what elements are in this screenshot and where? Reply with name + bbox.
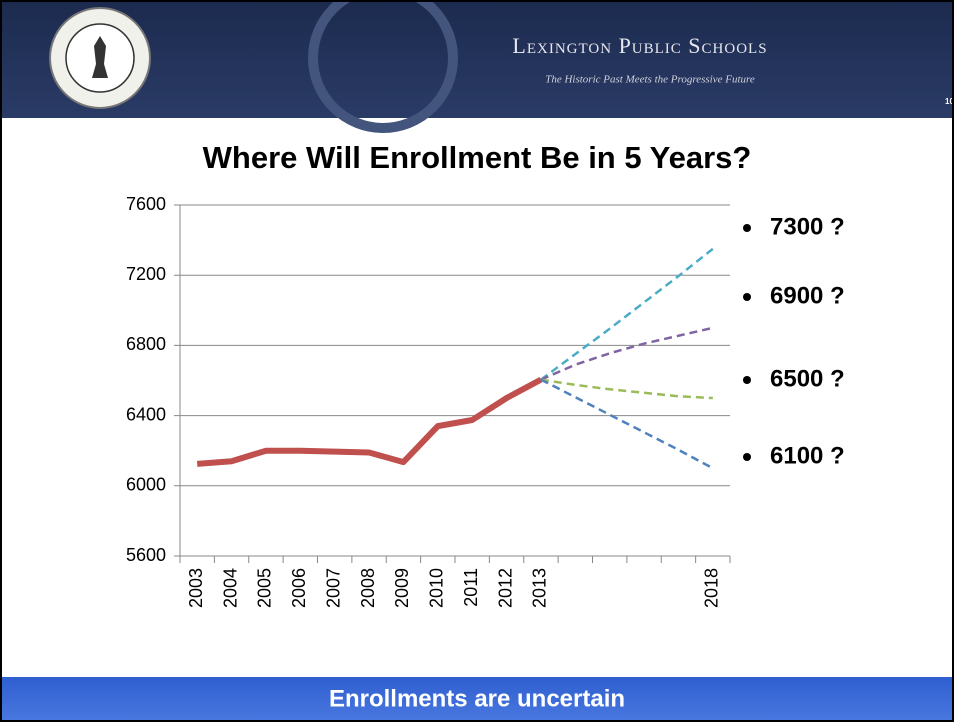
bullet-text: 7300 ? (770, 213, 845, 240)
logo (49, 7, 151, 109)
y-tick-label: 6000 (126, 475, 166, 495)
y-tick-label: 5600 (126, 545, 166, 565)
x-tick-label: 2013 (530, 568, 550, 608)
bullet-dot (743, 224, 751, 232)
series-line (540, 378, 713, 400)
bullet-dot (743, 376, 751, 384)
series-line (196, 376, 543, 467)
bullet-text: 6900 ? (770, 282, 845, 309)
bullet-dot (743, 293, 751, 301)
y-tick-label: 7600 (126, 194, 166, 214)
footer-band (0, 677, 954, 722)
series-line (540, 378, 714, 470)
x-tick-label: 2010 (427, 568, 447, 608)
bullet-text: 6500 ? (770, 365, 845, 392)
x-tick-label: 2003 (186, 568, 206, 608)
header-subtitle: The Historic Past Meets the Progressive … (545, 74, 755, 86)
x-tick-label: 2004 (220, 568, 240, 608)
chart-title: Where Will Enrollment Be in 5 Years? (203, 140, 752, 175)
footer-text: Enrollments are uncertain (329, 685, 625, 712)
x-tick-label: 2008 (358, 568, 378, 608)
bullet-dot (743, 453, 751, 461)
x-tick-label: 2006 (289, 568, 309, 608)
y-tick-label: 6400 (126, 404, 166, 424)
watermark-seal (308, 0, 458, 133)
series-line (540, 247, 714, 381)
page-number: 10 (945, 97, 954, 106)
series-line (540, 326, 714, 381)
y-tick-label: 7200 (126, 264, 166, 284)
y-tick-label: 6800 (126, 334, 166, 354)
x-tick-label: 2012 (495, 568, 515, 608)
header-title: Lexington Public Schools (512, 33, 767, 58)
x-tick-label: 2007 (323, 568, 343, 608)
header-band (0, 0, 954, 118)
x-tick-label: 2009 (392, 568, 412, 608)
x-tick-label: 2011 (461, 568, 481, 607)
x-tick-label: 2018 (702, 568, 722, 608)
bullet-text: 6100 ? (770, 442, 845, 469)
x-tick-label: 2005 (255, 568, 275, 608)
